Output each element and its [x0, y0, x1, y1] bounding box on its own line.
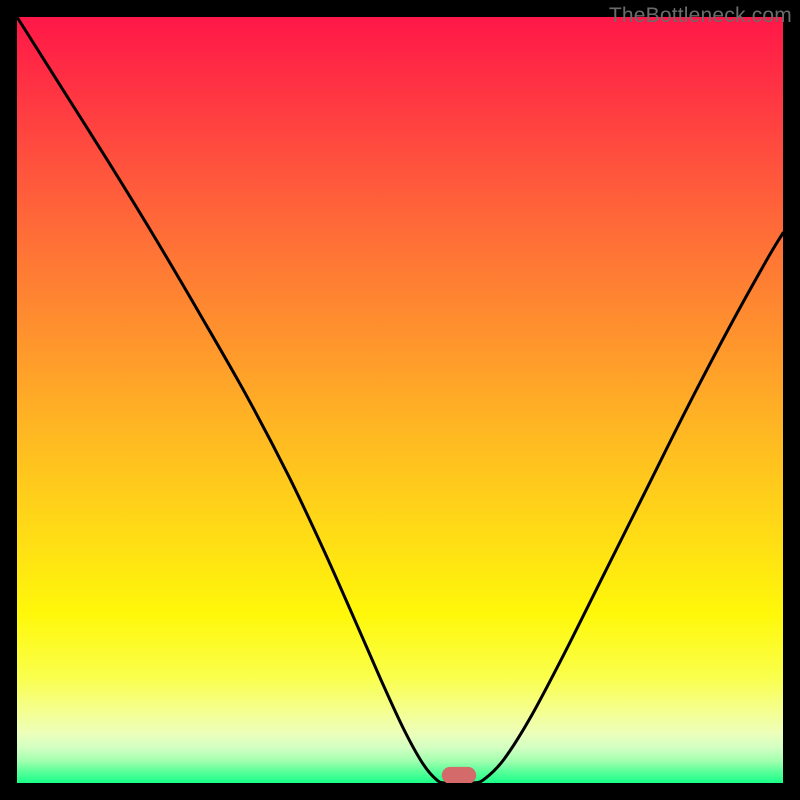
attribution-text: TheBottleneck.com — [609, 4, 792, 28]
gradient-background — [17, 17, 783, 783]
optimal-point-marker — [442, 767, 476, 783]
chart-stage — [17, 17, 783, 783]
chart-svg — [17, 17, 783, 783]
